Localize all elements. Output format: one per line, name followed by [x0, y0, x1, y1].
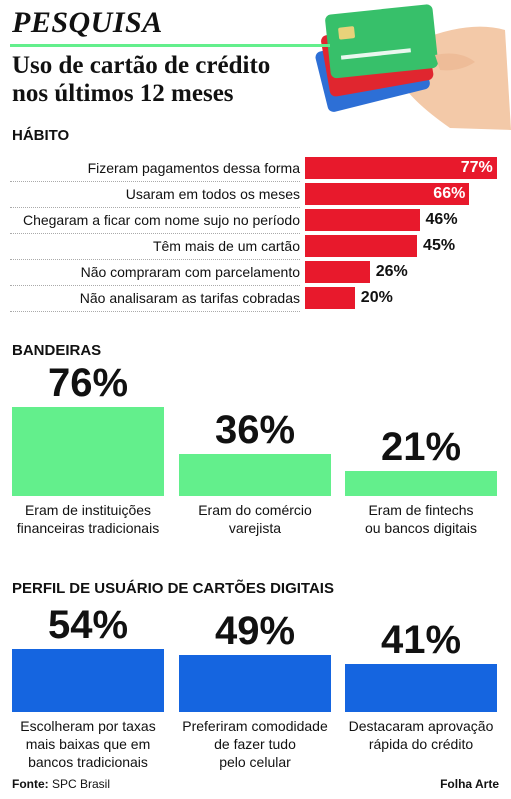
kicker: PESQUISA [12, 6, 163, 39]
bar [12, 648, 164, 712]
category-label: bancos tradicionais [28, 754, 148, 770]
value-label: 41% [380, 618, 462, 663]
category-label: rápida do crédito [368, 736, 474, 752]
value-label: 21% [380, 425, 462, 470]
category-label: varejista [228, 520, 282, 536]
category-label: Fizeram pagamentos dessa forma [10, 155, 300, 182]
bar [179, 453, 331, 496]
bar [305, 209, 420, 231]
category-label: pelo celular [219, 754, 291, 770]
value-label: 46% [425, 211, 458, 228]
category-label: Eram do comércio [198, 502, 312, 518]
category-label: Têm mais de um cartão [10, 233, 300, 260]
category-label: Eram de fintechs [368, 502, 474, 518]
category-label: Eram de instituições [24, 502, 152, 518]
source: Fonte: SPC Brasil [12, 777, 110, 791]
title: Uso de cartão de crédito [12, 52, 271, 79]
value-label: 77% [460, 159, 493, 176]
thumb [435, 53, 475, 71]
bar [12, 407, 164, 496]
value-label: 20% [360, 289, 393, 306]
bar [345, 471, 497, 496]
bar [305, 261, 370, 283]
value-label: 36% [214, 407, 296, 452]
category-label: Não compraram com parcelamento [10, 259, 300, 286]
category-label: Chegaram a ficar com nome sujo no períod… [10, 207, 300, 234]
category-label: Escolheram por taxas [20, 718, 156, 734]
category-label: Usaram em todos os meses [10, 181, 300, 208]
value-label: 54% [47, 602, 129, 647]
bar [305, 157, 497, 179]
source-text: SPC Brasil [52, 777, 111, 791]
card-illustration [315, 4, 511, 130]
value-label: 26% [375, 263, 408, 280]
bar [345, 664, 497, 712]
category-label: Destacaram aprovação [348, 718, 494, 734]
section-title: PERFIL DE USUÁRIO DE CARTÕES DIGITAIS [12, 580, 334, 597]
bar [305, 287, 355, 309]
value-label: 49% [214, 608, 296, 653]
value-label: 45% [423, 237, 456, 254]
credit: Folha Arte [440, 777, 499, 791]
category-label: ou bancos digitais [364, 520, 478, 536]
source-label: Fonte: [12, 777, 49, 791]
bar [305, 235, 418, 257]
card-green [325, 4, 439, 79]
section-title: BANDEIRAS [12, 342, 102, 359]
category-label: de fazer tudo [214, 736, 296, 752]
header-rule [10, 44, 330, 47]
section-title: HÁBITO [12, 127, 70, 144]
category-label: mais baixas que em [25, 736, 151, 752]
category-label: financeiras tradicionais [16, 520, 160, 536]
bar [305, 183, 470, 205]
category-label: Não analisaram as tarifas cobradas [10, 285, 300, 312]
category-label: Preferiram comodidade [182, 718, 328, 734]
value-label: 76% [47, 361, 129, 406]
value-label: 66% [433, 185, 466, 202]
bar [179, 654, 331, 712]
title: nos últimos 12 meses [12, 80, 234, 107]
